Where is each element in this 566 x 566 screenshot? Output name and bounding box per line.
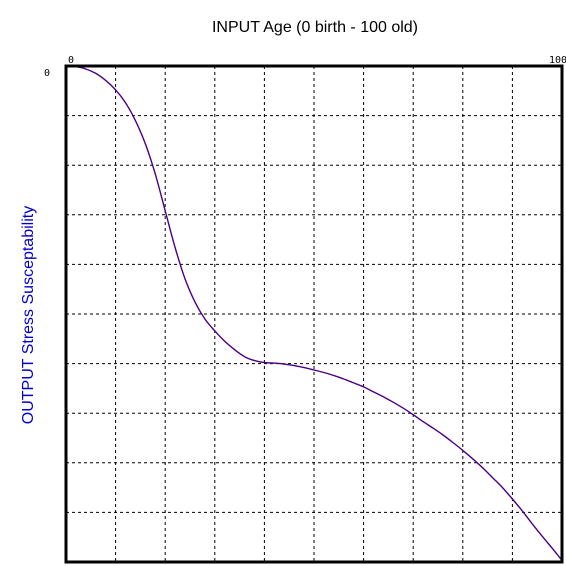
y-tick-label: 0 xyxy=(44,68,50,79)
plot-frame xyxy=(64,64,564,564)
tick-labels: 0 100 0 xyxy=(44,55,566,79)
series-line xyxy=(65,65,563,561)
x-tick-label: 0 xyxy=(68,55,74,66)
chart-title: INPUT Age (0 birth - 100 old) xyxy=(212,19,418,36)
x-tick-label: 100 xyxy=(549,55,566,66)
y-axis-label: OUTPUT Stress Susceptability xyxy=(20,206,37,424)
grid xyxy=(66,66,562,562)
